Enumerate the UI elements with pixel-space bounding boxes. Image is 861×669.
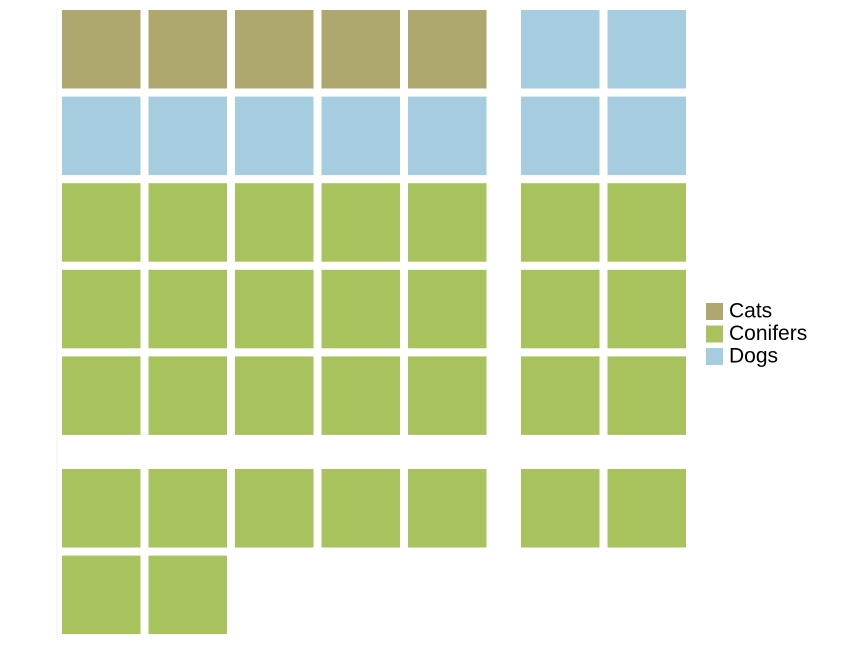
waffle-cell bbox=[235, 356, 314, 435]
legend-label: Conifers bbox=[729, 322, 807, 345]
waffle-cell bbox=[235, 10, 314, 89]
legend-swatch bbox=[706, 325, 723, 343]
waffle-cell bbox=[148, 96, 227, 176]
waffle-cell bbox=[148, 356, 227, 435]
waffle-cell bbox=[62, 555, 141, 635]
legend-swatch bbox=[706, 348, 723, 365]
waffle-cell bbox=[321, 96, 400, 176]
waffle-cell bbox=[235, 96, 314, 176]
waffle-cell bbox=[148, 183, 227, 262]
waffle-cell bbox=[148, 10, 227, 89]
waffle-cell bbox=[62, 96, 141, 176]
waffle-cell bbox=[521, 183, 600, 262]
waffle-cell bbox=[408, 10, 487, 89]
waffle-cell bbox=[408, 96, 487, 176]
waffle-cell bbox=[62, 269, 141, 349]
waffle-cell bbox=[607, 356, 686, 435]
waffle-cell bbox=[521, 469, 600, 548]
waffle-cell bbox=[235, 183, 314, 262]
waffle-cell bbox=[408, 469, 487, 548]
waffle-cell bbox=[62, 356, 141, 435]
waffle-cell bbox=[62, 183, 141, 262]
waffle-cell bbox=[148, 555, 227, 635]
waffle-cell bbox=[408, 183, 487, 262]
waffle-cell bbox=[607, 96, 686, 176]
waffle-cell bbox=[521, 10, 600, 89]
waffle-cell bbox=[62, 10, 141, 89]
waffle-cell bbox=[321, 469, 400, 548]
waffle-cell bbox=[148, 469, 227, 548]
waffle-cell bbox=[321, 269, 400, 349]
waffle-cell bbox=[321, 183, 400, 262]
waffle-cell bbox=[607, 269, 686, 349]
waffle-cell bbox=[607, 10, 686, 89]
legend-label: Cats bbox=[729, 300, 772, 323]
waffle-cell bbox=[235, 469, 314, 548]
legend-swatch bbox=[706, 303, 723, 320]
waffle-cell bbox=[607, 469, 686, 548]
legend-label: Dogs bbox=[729, 345, 778, 368]
waffle-cell bbox=[408, 269, 487, 349]
waffle-cell bbox=[235, 269, 314, 349]
waffle-cell bbox=[62, 469, 141, 548]
waffle-cell bbox=[321, 356, 400, 435]
waffle-cell bbox=[521, 96, 600, 176]
waffle-cell bbox=[607, 183, 686, 262]
waffle-cell bbox=[408, 356, 487, 435]
waffle-cell bbox=[148, 269, 227, 349]
waffle-cell bbox=[521, 356, 600, 435]
waffle-cell bbox=[521, 269, 600, 349]
waffle-cell bbox=[321, 10, 400, 89]
